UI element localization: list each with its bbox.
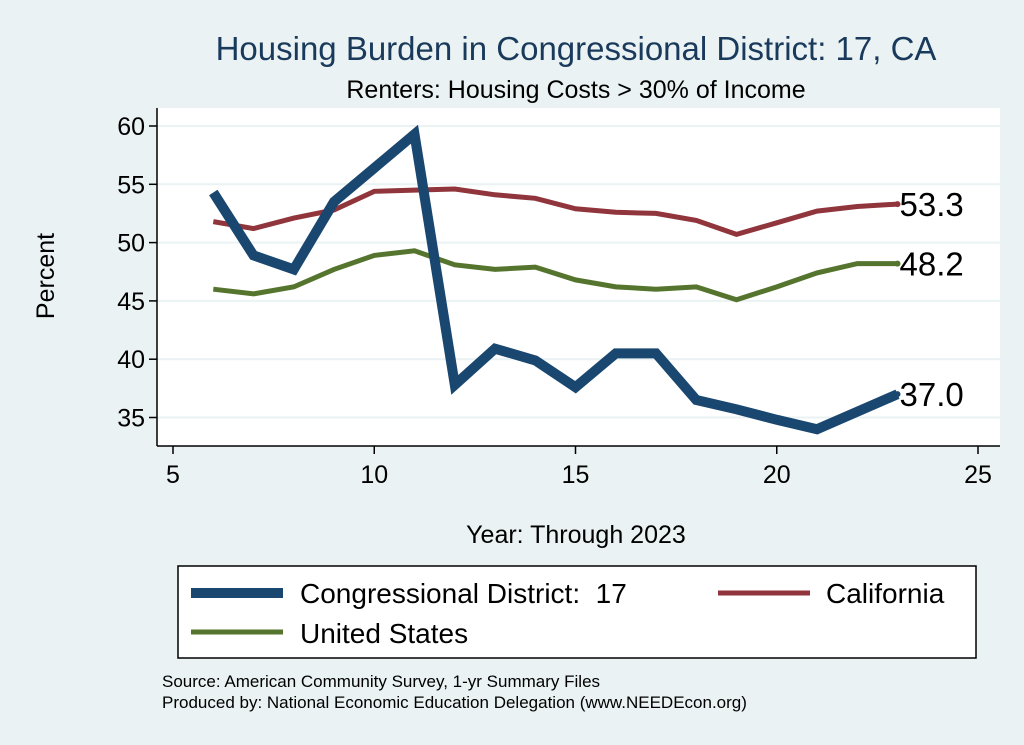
x-tick-label: 25 <box>964 461 992 489</box>
x-tick-label: 20 <box>763 461 791 489</box>
series-end-point <box>894 391 901 398</box>
chart-subtitle: Renters: Housing Costs > 30% of Income <box>346 76 805 104</box>
y-tick-label: 45 <box>117 288 145 316</box>
end-label-california: 53.3 <box>900 186 964 223</box>
end-label-district: 37.0 <box>900 376 964 413</box>
legend-label-california: California <box>826 578 945 609</box>
legend: Congressional District: 17 California Un… <box>177 565 977 659</box>
plot-area <box>157 108 1000 446</box>
x-tick-label: 5 <box>166 461 180 489</box>
series-lines <box>209 124 901 435</box>
legend-label-district: Congressional District: 17 <box>300 578 627 609</box>
y-axis-title: Percent <box>32 233 60 319</box>
gridlines <box>157 125 1000 419</box>
produced-by-note: Produced by: National Economic Education… <box>162 693 747 712</box>
series-end-point <box>894 201 901 208</box>
chart-title: Housing Burden in Congressional District… <box>216 30 937 67</box>
source-note: Source: American Community Survey, 1-yr … <box>162 672 600 691</box>
series-end-point <box>894 260 901 267</box>
series-line-district <box>209 124 900 435</box>
x-axis-title: Year: Through 2023 <box>466 521 686 549</box>
end-label-us: 48.2 <box>900 246 964 283</box>
y-tick-label: 55 <box>117 171 145 199</box>
y-tick-label: 60 <box>117 113 145 141</box>
y-tick-label: 35 <box>117 405 145 433</box>
legend-label-us: United States <box>300 618 468 649</box>
x-tick-label: 15 <box>562 461 590 489</box>
y-tick-label: 50 <box>117 230 145 258</box>
x-tick-label: 10 <box>360 461 388 489</box>
y-tick-label: 40 <box>117 346 145 374</box>
end-labels: 48.2 53.3 37.0 <box>900 186 964 413</box>
legend-box <box>177 565 977 659</box>
series-line-us <box>213 248 898 303</box>
axes: 35 40 45 50 55 60 5 10 15 20 25 <box>117 108 1000 489</box>
